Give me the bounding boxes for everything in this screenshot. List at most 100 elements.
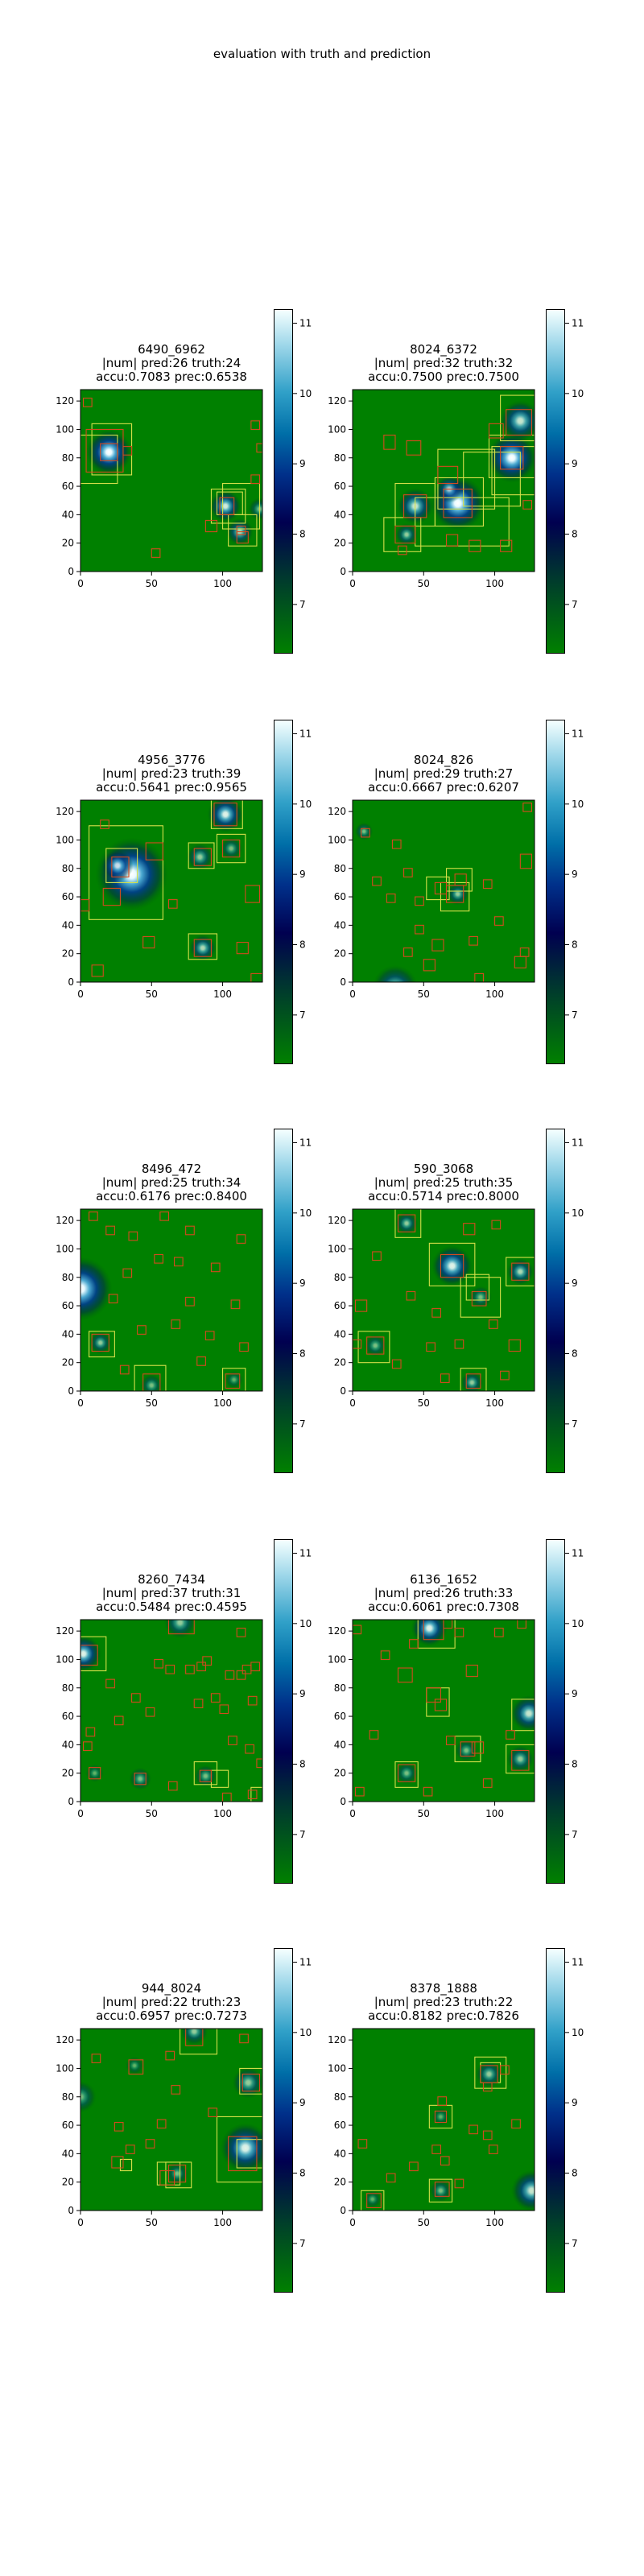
prediction-box <box>482 2082 493 2092</box>
colorbar-ticks: 7 8 9 10 11 <box>293 317 312 610</box>
y-tick-label: 120 <box>56 395 74 407</box>
prediction-box <box>423 1620 444 1641</box>
truth-box <box>500 394 535 442</box>
y-tick-label: 40 <box>334 919 346 931</box>
prediction-box <box>431 1308 442 1318</box>
colorbar-tick-label: 8 <box>299 2168 306 2179</box>
prediction-box <box>108 1294 118 1304</box>
panel-title-line: accu:0.6061 prec:0.7308 <box>368 1600 519 1614</box>
colorbar-ticks: 7 8 9 10 11 <box>565 728 584 1021</box>
prediction-box <box>406 1290 416 1301</box>
y-tick-label: 100 <box>328 834 346 845</box>
prediction-box <box>165 2050 175 2061</box>
prediction-box <box>236 942 249 955</box>
prediction-box <box>105 1225 115 1236</box>
y-tick-label: 60 <box>62 1711 74 1722</box>
y-tick-label: 60 <box>334 2120 346 2131</box>
axes: 0 50 100 0 20 40 60 80 100 120 <box>56 1619 263 1819</box>
x-tick-label: 0 <box>77 2217 84 2228</box>
prediction-box <box>423 959 436 972</box>
prediction-box <box>82 398 93 407</box>
prediction-box <box>522 802 533 812</box>
panel-title-line: |num| pred:25 truth:35 <box>374 1175 514 1190</box>
truth-box <box>105 848 138 883</box>
y-tick-label: 100 <box>56 423 74 435</box>
prediction-box <box>415 924 424 935</box>
prediction-box <box>500 446 524 470</box>
y-tick-label: 80 <box>62 452 74 464</box>
y-tick-label: 0 <box>68 2205 74 2216</box>
axes-frame <box>80 389 263 572</box>
panel-title-line: |num| pred:26 truth:33 <box>374 1586 514 1600</box>
colorbar-tick-label: 11 <box>299 728 312 739</box>
y-tick-label: 0 <box>340 1385 346 1397</box>
y-tick-label: 80 <box>334 452 346 464</box>
colorbar-tick-label: 10 <box>572 1618 584 1629</box>
prediction-box <box>250 474 261 485</box>
panel-title-line: accu:0.5714 prec:0.8000 <box>368 1189 519 1203</box>
prediction-box <box>354 1786 365 1797</box>
colorbar <box>546 309 565 654</box>
truth-box <box>460 1277 502 1318</box>
axes: 0 50 100 0 20 40 60 80 100 120 <box>328 1208 535 1409</box>
truth-box <box>119 2158 133 2172</box>
prediction-box <box>236 525 246 535</box>
prediction-box <box>236 1234 246 1244</box>
prediction-box <box>494 1628 504 1637</box>
colorbar <box>274 1539 293 1884</box>
prediction-box <box>142 935 155 949</box>
x-tick-label: 50 <box>146 578 158 589</box>
bright-source <box>101 849 134 881</box>
panel-title-line: accu:0.6667 prec:0.6207 <box>368 780 519 795</box>
colorbar-tick-label: 11 <box>299 1956 312 1967</box>
heatmap-svg <box>353 1209 535 1391</box>
prediction-box <box>403 868 413 877</box>
prediction-box <box>361 828 370 838</box>
prediction-box <box>353 1624 362 1635</box>
prediction-box <box>250 972 262 982</box>
prediction-box <box>488 423 504 439</box>
y-tick-label: 60 <box>334 1300 346 1311</box>
prediction-box <box>369 1730 379 1740</box>
prediction-box <box>463 1223 476 1236</box>
panel-title-line: accu:0.8182 prec:0.7826 <box>368 2008 519 2023</box>
panel-title-line: 8378_1888 <box>410 1981 477 1996</box>
colorbar-tick-label: 11 <box>572 1956 584 1967</box>
panel-title-line: 944_8024 <box>141 1981 202 1996</box>
prediction-box <box>245 885 261 903</box>
prediction-box <box>213 802 237 827</box>
prediction-box <box>500 1370 510 1381</box>
prediction-box <box>128 2059 144 2075</box>
prediction-box <box>210 1693 221 1703</box>
heatmap-image <box>80 390 262 572</box>
bright-source <box>499 400 535 442</box>
prediction-box <box>236 1628 246 1637</box>
y-tick-label: 80 <box>334 863 346 874</box>
prediction-box <box>256 1758 262 1769</box>
colorbar-tick-label: 7 <box>572 1829 578 1840</box>
axes: 0 50 100 0 20 40 60 80 100 120 <box>56 2028 263 2228</box>
prediction-box <box>128 1231 138 1241</box>
heatmap-svg <box>80 390 262 572</box>
bright-source <box>186 843 214 871</box>
truth-box <box>250 1786 262 1802</box>
x-tick-label: 100 <box>213 2217 232 2228</box>
prediction-box <box>506 1730 515 1740</box>
bright-source <box>394 1212 419 1235</box>
y-tick-label: 40 <box>334 1739 346 1750</box>
y-tick-label: 40 <box>62 1739 74 1750</box>
x-tick-label: 0 <box>349 989 356 1000</box>
prediction-box <box>222 839 241 858</box>
heatmap-image <box>353 2029 535 2211</box>
truth-box <box>474 2056 507 2089</box>
prediction-box <box>236 1670 246 1680</box>
prediction-box <box>85 1727 96 1737</box>
colorbar-ticks: 7 8 9 10 11 <box>293 728 312 1021</box>
truth-box <box>506 1744 535 1774</box>
prediction-box <box>100 443 118 461</box>
colorbar-tick-label: 7 <box>299 1829 306 1840</box>
bright-source <box>431 2107 450 2126</box>
y-tick-label: 40 <box>62 1328 74 1340</box>
axes-frame <box>352 799 535 983</box>
y-tick-label: 100 <box>56 1653 74 1665</box>
